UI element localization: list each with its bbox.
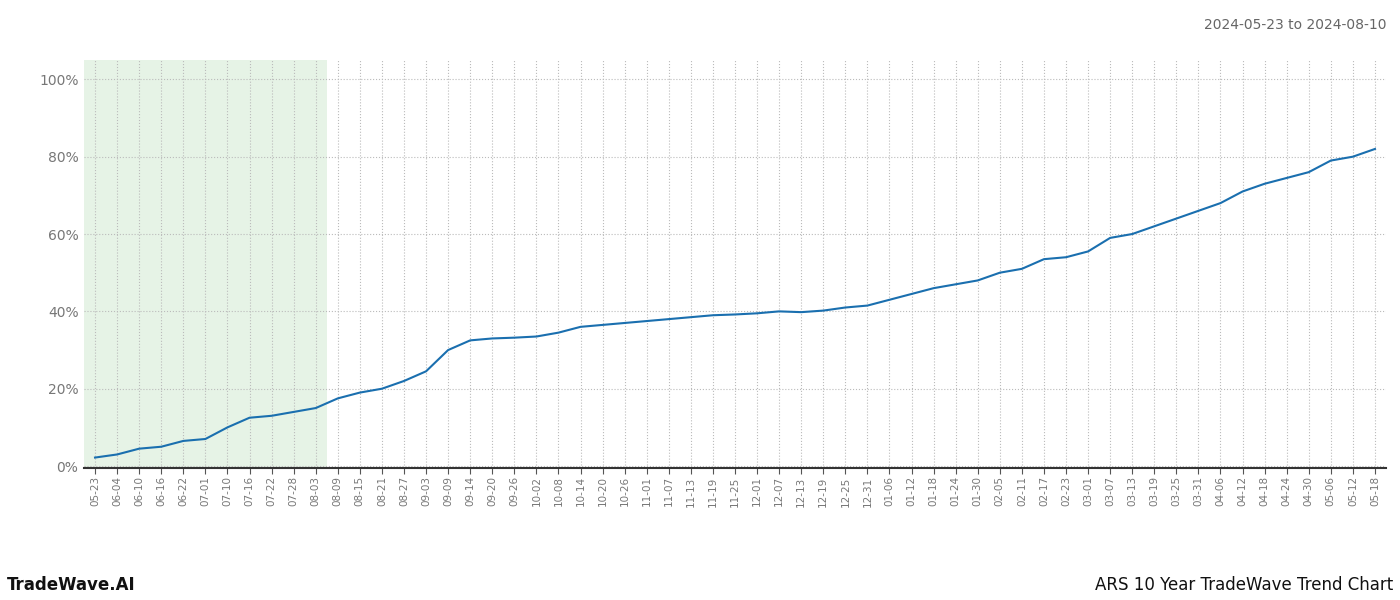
Text: 2024-05-23 to 2024-08-10: 2024-05-23 to 2024-08-10 [1204,18,1386,32]
Text: TradeWave.AI: TradeWave.AI [7,576,136,594]
Bar [84,60,326,468]
Text: ARS 10 Year TradeWave Trend Chart: ARS 10 Year TradeWave Trend Chart [1095,576,1393,594]
